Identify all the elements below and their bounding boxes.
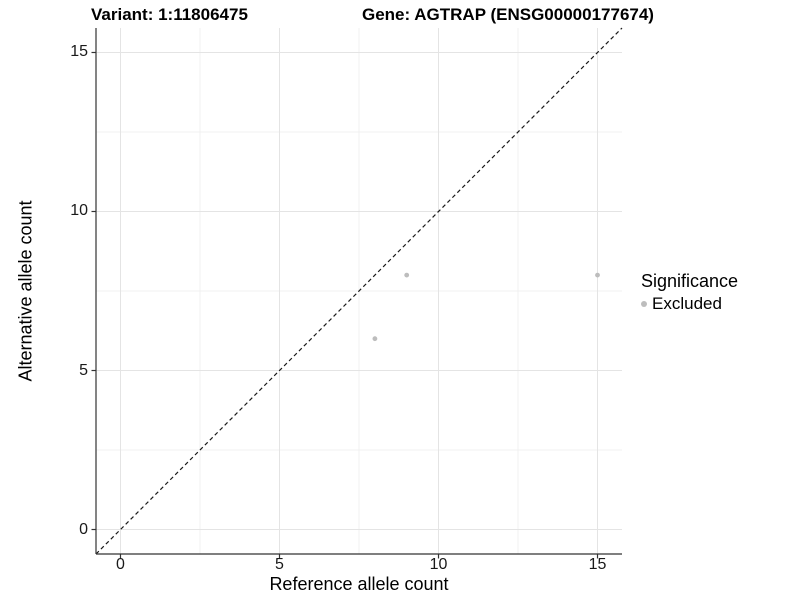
x-tick-label: 10 (429, 556, 448, 573)
identity-dashed-line (95, 27, 623, 555)
data-point (595, 272, 600, 278)
y-axis-title: Alternative allele count (15, 200, 36, 382)
legend-item-label: Excluded (652, 294, 722, 313)
x-tick-label: 5 (275, 556, 284, 573)
variant-title: Variant: 1:11806475 (91, 5, 248, 24)
data-point (404, 272, 410, 278)
gene-title: Gene: AGTRAP (ENSG00000177674) (362, 5, 654, 24)
y-tick-label: 15 (70, 43, 88, 61)
x-axis-title: Reference allele count (269, 574, 449, 594)
y-tick-label: 5 (79, 361, 88, 379)
x-tick-label: 0 (116, 556, 125, 573)
legend: Significance Excluded (641, 271, 738, 313)
legend-title: Significance (641, 271, 739, 291)
x-tick-label: 15 (588, 556, 607, 573)
data-point (372, 336, 378, 342)
excluded-point-icon (641, 300, 647, 307)
plot-panel (91, 27, 623, 559)
y-tick-label: 10 (70, 202, 88, 220)
y-tick-label: 0 (79, 520, 88, 538)
legend-item-excluded: Excluded (641, 294, 738, 313)
